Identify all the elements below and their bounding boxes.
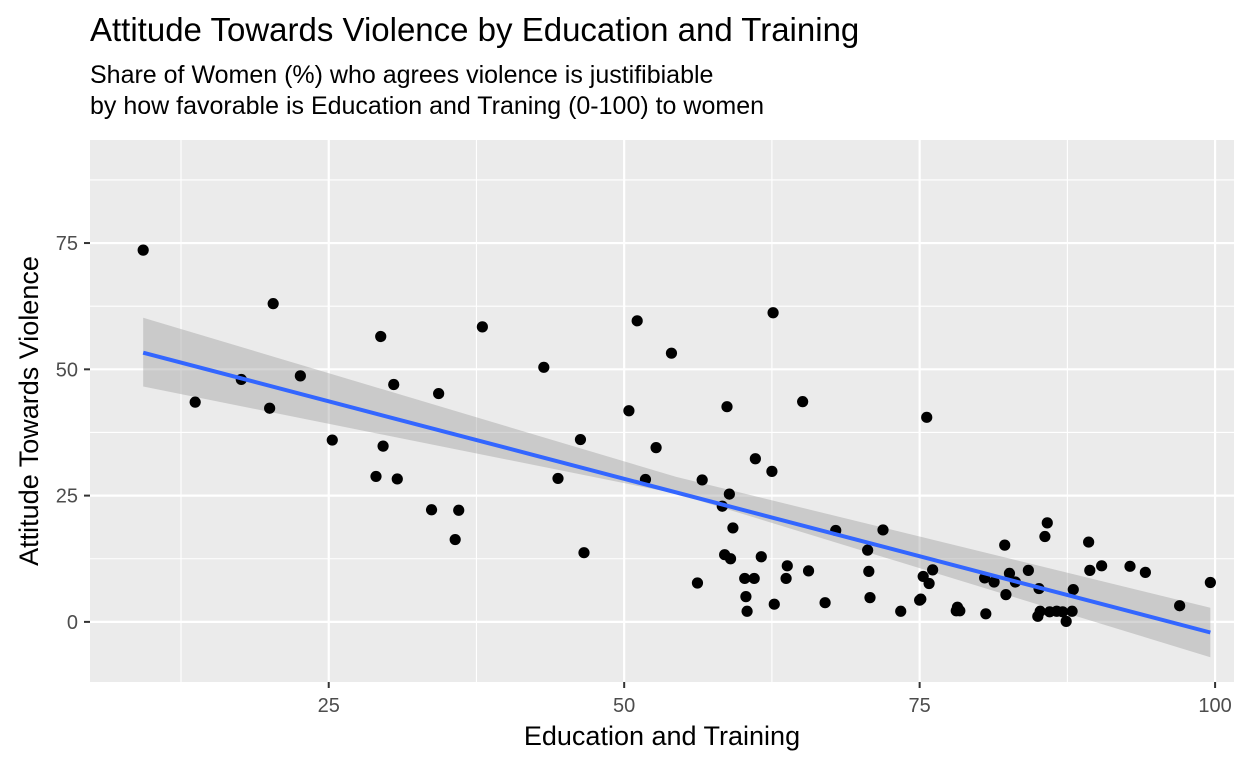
trend-line-layer	[142, 350, 1211, 635]
data-point	[915, 593, 927, 605]
y-tick-label: 75	[56, 233, 78, 255]
data-point	[1139, 566, 1151, 578]
data-point	[326, 434, 338, 446]
data-point	[819, 597, 831, 609]
x-tick-label: 50	[613, 695, 635, 717]
data-point	[377, 440, 389, 452]
data-point	[740, 591, 752, 603]
data-point	[691, 577, 704, 589]
trend-line	[142, 350, 1211, 635]
data-point	[988, 576, 1000, 588]
data-point	[864, 592, 876, 604]
x-axis-title: Education and Training	[524, 721, 800, 751]
data-point	[476, 321, 488, 333]
data-point	[623, 405, 635, 417]
y-axis-ticks: 0 25 50 75	[56, 233, 90, 634]
chart-title: Attitude Towards Violence by Education a…	[90, 11, 860, 48]
data-point	[189, 396, 201, 408]
subtitle-line-1: Share of Women (%) who agrees violence i…	[90, 61, 714, 89]
data-point	[980, 608, 992, 620]
data-points	[137, 244, 1216, 627]
data-point	[264, 402, 276, 414]
confidence-band-layer	[143, 317, 1211, 658]
data-point	[1096, 560, 1108, 572]
data-point	[797, 396, 809, 408]
data-point	[433, 387, 445, 400]
data-point	[954, 605, 966, 617]
data-point	[574, 433, 587, 446]
data-point	[1067, 583, 1079, 596]
data-point	[449, 533, 461, 546]
y-axis-title: Attitude Towards Violence	[14, 256, 44, 566]
data-point	[1022, 564, 1034, 576]
y-tick-label: 0	[67, 612, 78, 634]
data-point	[1057, 606, 1069, 618]
data-point	[370, 470, 382, 483]
data-point	[1083, 536, 1095, 548]
data-point	[1003, 567, 1016, 579]
minor-gridlines	[90, 140, 1234, 682]
data-point	[780, 572, 792, 585]
x-axis-ticks: 25 50 75 100	[318, 682, 1232, 717]
data-point	[755, 551, 767, 563]
subtitle-line-2: by how favorable is Education and Tranin…	[90, 92, 764, 120]
chart-subtitle: Share of Women (%) who agrees violence i…	[90, 60, 764, 122]
data-point	[723, 488, 735, 500]
data-point	[650, 442, 662, 454]
data-point	[741, 605, 753, 617]
x-tick-label: 75	[909, 695, 931, 717]
data-point	[1084, 564, 1096, 576]
x-tick-label: 25	[318, 695, 340, 717]
data-point	[863, 565, 875, 577]
data-point	[748, 572, 760, 585]
data-point	[999, 539, 1011, 551]
data-point	[137, 244, 149, 256]
data-point	[921, 411, 933, 423]
y-tick-label: 50	[56, 359, 78, 381]
data-point	[425, 504, 438, 516]
data-point	[1174, 600, 1186, 612]
data-point	[781, 560, 793, 572]
y-tick-label: 25	[56, 486, 78, 508]
data-point	[1124, 560, 1136, 572]
data-point	[1039, 530, 1051, 543]
data-point	[768, 598, 780, 610]
data-point	[1041, 517, 1053, 529]
data-point	[766, 465, 778, 477]
data-point	[453, 504, 465, 516]
confidence-band	[143, 317, 1211, 658]
data-point	[578, 547, 590, 559]
data-point	[721, 401, 733, 413]
data-point	[391, 473, 403, 485]
data-point	[727, 522, 739, 534]
data-point	[375, 330, 387, 343]
data-point	[749, 453, 761, 465]
data-point	[538, 361, 550, 373]
data-point	[631, 315, 643, 327]
data-point	[923, 577, 935, 590]
data-point	[862, 544, 874, 556]
data-point	[1060, 615, 1072, 627]
x-tick-label: 100	[1198, 695, 1231, 717]
data-point	[1000, 589, 1012, 601]
data-point	[294, 370, 306, 382]
data-point	[1204, 576, 1216, 589]
data-point	[267, 298, 279, 310]
data-point	[895, 605, 907, 617]
major-gridlines	[90, 140, 1234, 682]
data-point	[665, 347, 678, 359]
data-point	[927, 564, 939, 576]
data-point	[739, 572, 751, 585]
data-point	[724, 553, 737, 565]
data-point	[802, 565, 815, 577]
data-point	[877, 524, 889, 536]
data-point	[1066, 605, 1078, 617]
data-point	[552, 472, 564, 485]
data-point	[388, 378, 400, 391]
data-point	[767, 307, 779, 319]
data-point	[1034, 605, 1046, 617]
data-point	[696, 474, 708, 486]
